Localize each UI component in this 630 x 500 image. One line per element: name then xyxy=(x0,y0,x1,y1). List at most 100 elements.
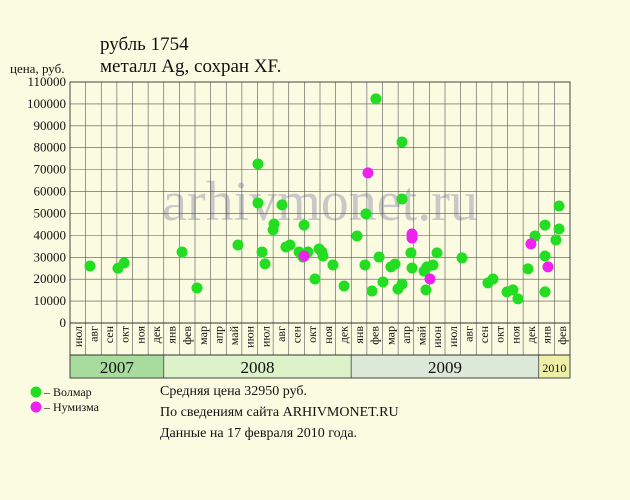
note: Данные на 17 февраля 2010 года. xyxy=(160,426,357,441)
data-point xyxy=(525,238,537,250)
data-point xyxy=(406,262,418,274)
data-point xyxy=(431,247,443,259)
x-tick-label: янв xyxy=(352,326,366,344)
x-tick-label: янв xyxy=(540,326,554,344)
data-point xyxy=(377,276,389,288)
data-point xyxy=(420,284,432,296)
x-tick-label: фев xyxy=(555,326,569,345)
data-point xyxy=(542,261,554,273)
legend-label: – Волмар xyxy=(43,385,92,399)
data-point xyxy=(366,285,378,297)
y-tick-label: 90000 xyxy=(34,118,67,133)
plot-frame xyxy=(69,81,571,379)
year-label: 2009 xyxy=(428,358,462,377)
data-point xyxy=(362,167,374,179)
data-point xyxy=(232,239,244,251)
data-point xyxy=(327,259,339,271)
y-tick-label: 110000 xyxy=(27,74,66,89)
x-tick-label: дек xyxy=(149,326,163,343)
chart-title: рубль 1754 xyxy=(100,34,189,55)
data-point xyxy=(553,200,565,212)
data-point xyxy=(539,286,551,298)
data-point xyxy=(191,282,203,294)
y-tick-label: 10000 xyxy=(34,293,67,308)
x-tick-label: авг xyxy=(461,326,475,342)
x-tick-label: май xyxy=(415,325,429,345)
data-point xyxy=(507,284,519,296)
y-tick-label: 100000 xyxy=(27,96,66,111)
y-tick-label: 50000 xyxy=(34,205,67,220)
data-point xyxy=(373,251,385,263)
data-point xyxy=(118,257,130,269)
x-tick-label: окт xyxy=(493,325,507,343)
y-tick-label: 60000 xyxy=(34,184,67,199)
data-point xyxy=(298,250,310,262)
data-point xyxy=(427,259,439,271)
y-tick-label: 80000 xyxy=(34,140,67,155)
year-label: 2010 xyxy=(542,361,566,375)
data-point xyxy=(276,199,288,211)
data-point xyxy=(360,208,372,220)
x-tick-label: окт xyxy=(118,325,132,343)
data-point xyxy=(389,258,401,270)
x-tick-label: апр xyxy=(211,326,225,344)
data-point xyxy=(284,239,296,251)
x-tick-label: сен xyxy=(290,325,304,343)
x-tick-label: июл xyxy=(71,326,85,347)
data-point xyxy=(268,218,280,230)
x-tick-label: апр xyxy=(399,326,413,344)
data-point xyxy=(252,197,264,209)
y-axis-label: цена, руб. xyxy=(10,61,64,76)
data-point xyxy=(252,158,264,170)
x-tick-label: дек xyxy=(524,326,538,343)
data-point xyxy=(256,246,268,258)
data-point xyxy=(406,232,418,244)
note: Средняя цена 32950 руб. xyxy=(160,384,307,399)
legend-marker xyxy=(30,386,42,398)
chart-subtitle: металл Ag, сохран XF. xyxy=(100,56,281,77)
y-tick-label: 20000 xyxy=(34,271,67,286)
data-point xyxy=(396,136,408,148)
data-point xyxy=(298,219,310,231)
x-tick-label: дек xyxy=(336,326,350,343)
data-point xyxy=(84,260,96,272)
data-point xyxy=(370,93,382,105)
x-tick-label: июн xyxy=(243,325,257,347)
data-point xyxy=(456,252,468,264)
x-tick-label: июн xyxy=(430,325,444,347)
x-tick-label: ноя xyxy=(508,326,522,344)
y-tick-label: 30000 xyxy=(34,249,67,264)
year-label: 2008 xyxy=(241,358,275,377)
note: По сведениям сайта ARHIVMONET.RU xyxy=(160,405,399,420)
y-tick-label: 70000 xyxy=(34,162,67,177)
data-point xyxy=(539,250,551,262)
data-point xyxy=(359,259,371,271)
x-tick-label: июл xyxy=(258,326,272,347)
data-point xyxy=(309,273,321,285)
year-label: 2007 xyxy=(100,358,135,377)
y-tick-label: 0 xyxy=(60,315,67,330)
data-point xyxy=(351,230,363,242)
legend-label: – Нумизма xyxy=(43,400,100,414)
x-tick-label: фев xyxy=(180,326,194,345)
x-tick-label: май xyxy=(227,325,241,345)
data-point xyxy=(176,246,188,258)
x-tick-label: мар xyxy=(383,326,397,345)
data-point xyxy=(259,258,271,270)
x-tick-label: ноя xyxy=(321,326,335,344)
x-tick-label: сен xyxy=(477,325,491,343)
x-tick-label: июл xyxy=(446,326,460,347)
data-point xyxy=(396,193,408,205)
data-point xyxy=(553,223,565,235)
data-point xyxy=(317,250,329,262)
data-point xyxy=(487,273,499,285)
x-tick-label: сен xyxy=(102,325,116,343)
x-tick-label: авг xyxy=(274,326,288,342)
data-point xyxy=(405,247,417,259)
data-point xyxy=(539,219,551,231)
x-tick-label: мар xyxy=(196,326,210,345)
data-point xyxy=(338,280,350,292)
data-point xyxy=(550,234,562,246)
legend-marker xyxy=(30,401,42,413)
